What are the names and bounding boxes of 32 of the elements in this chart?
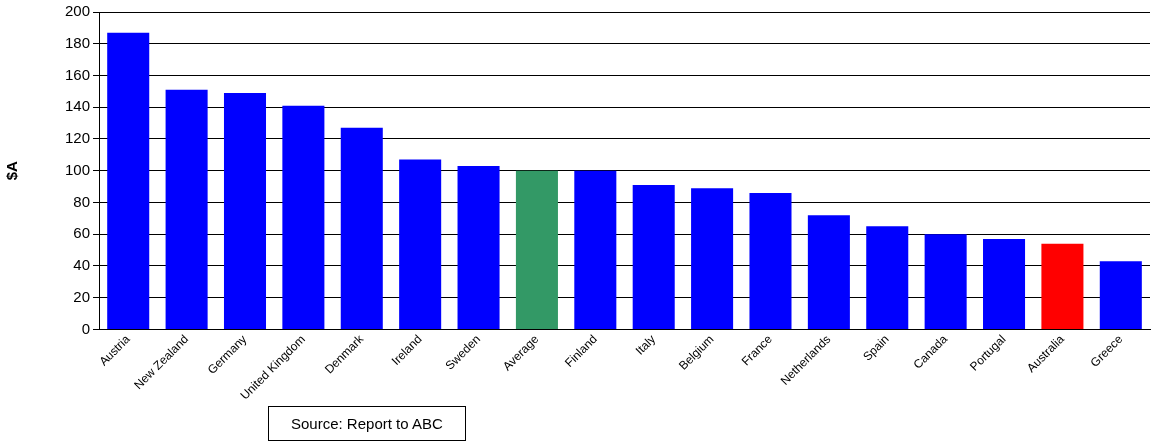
bar bbox=[107, 32, 150, 329]
bar bbox=[924, 234, 967, 329]
source-note: Source: Report to ABC bbox=[268, 406, 466, 441]
bar bbox=[1041, 243, 1084, 329]
y-tick-label: 0 bbox=[81, 319, 91, 337]
bar bbox=[457, 165, 500, 329]
bar bbox=[223, 92, 267, 329]
bar bbox=[282, 105, 325, 329]
bar bbox=[983, 238, 1026, 329]
y-tick-label: 40 bbox=[73, 256, 91, 274]
y-tick-label: 180 bbox=[65, 33, 91, 51]
bar bbox=[340, 127, 383, 329]
bar bbox=[165, 89, 208, 329]
bar bbox=[807, 215, 850, 329]
y-tick-label: 160 bbox=[65, 65, 91, 83]
y-tick-label: 80 bbox=[73, 192, 91, 210]
bar bbox=[1099, 261, 1142, 329]
x-tick-label: Italy bbox=[632, 332, 659, 358]
y-axis-title: $A bbox=[3, 160, 21, 181]
bar bbox=[749, 192, 792, 329]
bar bbox=[691, 188, 734, 329]
bar bbox=[866, 226, 909, 329]
y-tick-label: 200 bbox=[65, 2, 91, 20]
bar bbox=[632, 185, 675, 329]
bar bbox=[574, 170, 617, 329]
y-tick-label: 120 bbox=[65, 129, 91, 147]
bar bbox=[515, 170, 558, 329]
y-tick-label: 100 bbox=[65, 160, 91, 178]
y-tick-label: 60 bbox=[73, 224, 91, 242]
y-tick-label: 140 bbox=[65, 97, 91, 115]
y-tick-label: 20 bbox=[73, 287, 91, 305]
bar bbox=[399, 159, 442, 329]
